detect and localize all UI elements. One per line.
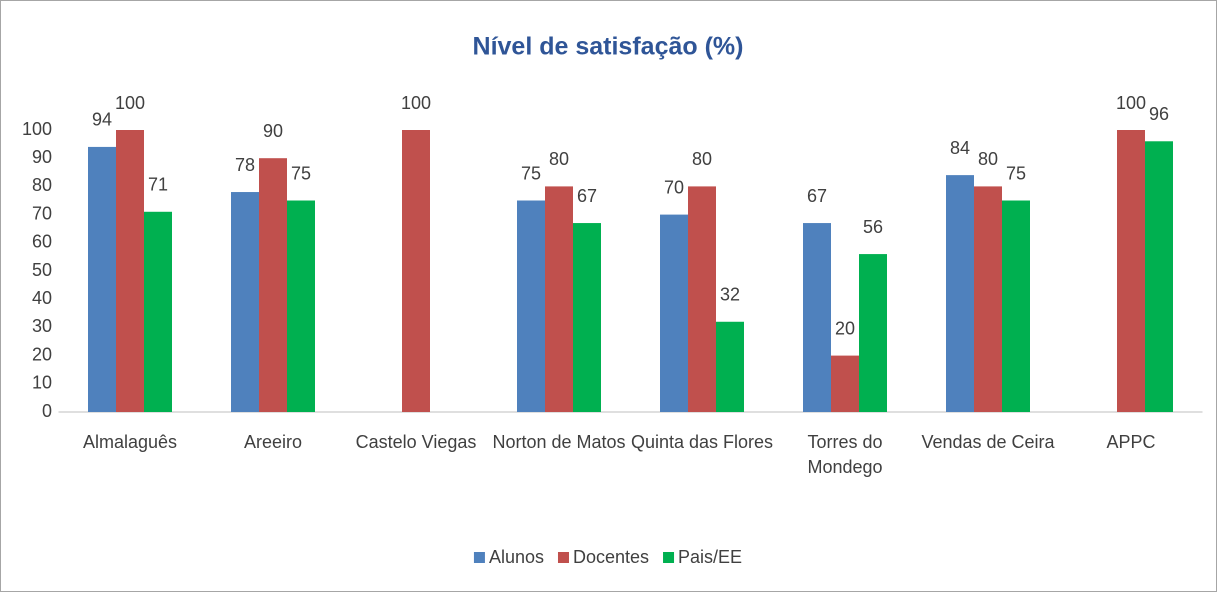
legend-swatch: [663, 552, 675, 563]
data-label: 75: [1006, 163, 1026, 183]
legend-label: Pais/EE: [678, 547, 742, 567]
data-label: 67: [807, 186, 827, 206]
bar: [946, 175, 974, 412]
data-label: 84: [950, 138, 970, 158]
x-tick-label: Almalaguês: [82, 432, 178, 452]
data-label: 90: [263, 121, 283, 141]
bar: [716, 321, 744, 412]
y-tick-label: 90: [32, 147, 52, 167]
y-tick-label: 50: [32, 260, 52, 280]
data-label: 100: [401, 93, 431, 113]
x-tick-label-box: Areeiro: [243, 432, 303, 452]
bar: [88, 146, 116, 413]
data-label: 71: [148, 175, 168, 195]
data-label: 100: [1116, 93, 1146, 113]
data-label: 20: [835, 318, 855, 338]
x-tick-label: Castelo Viegas: [355, 432, 477, 452]
bar: [1145, 141, 1173, 412]
legend-item: Docentes: [557, 547, 649, 567]
data-label: 32: [720, 285, 740, 305]
x-tick-label: Vendas de Ceira: [921, 432, 1055, 452]
y-tick-label: 10: [32, 373, 52, 393]
x-tick-label-box: Norton de Matos: [492, 432, 626, 452]
data-label: 94: [92, 110, 112, 130]
data-label: 78: [235, 155, 255, 175]
bar: [287, 200, 315, 412]
data-label: 80: [978, 149, 998, 169]
x-tick-label-box: Torres do Mondego: [807, 432, 883, 477]
x-tick-label: Quinta das Flores: [630, 432, 774, 452]
y-tick-label: 100: [22, 119, 52, 139]
legend-item: Pais/EE: [663, 547, 742, 567]
data-label: 96: [1149, 104, 1169, 124]
bar: [1002, 200, 1030, 412]
data-label: 75: [291, 163, 311, 183]
data-label: 67: [577, 186, 597, 206]
x-tick-label-box: Almalaguês: [82, 432, 178, 452]
bar: [859, 254, 887, 412]
y-tick-label: 80: [32, 175, 52, 195]
data-label: 80: [549, 149, 569, 169]
bar: [231, 192, 259, 412]
data-label: 56: [863, 217, 883, 237]
data-label: 75: [521, 163, 541, 183]
y-tick-label: 60: [32, 232, 52, 252]
x-tick-label: Norton de Matos: [492, 432, 626, 452]
legend-item: Alunos: [473, 547, 544, 567]
x-tick-label: Torres do Mondego: [807, 432, 883, 477]
x-tick-label-box: Quinta das Flores: [630, 432, 774, 452]
data-label: 70: [664, 177, 684, 197]
bar: [517, 200, 545, 412]
bar: [573, 223, 601, 412]
bar: [974, 186, 1002, 412]
bar: [259, 158, 287, 412]
x-tick-label: Areeiro: [243, 432, 303, 452]
y-tick-label: 0: [42, 401, 52, 421]
bar: [688, 186, 716, 412]
y-tick-label: 40: [32, 288, 52, 308]
y-tick-label: 30: [32, 316, 52, 336]
legend-swatch: [473, 552, 485, 563]
data-label: 80: [692, 149, 712, 169]
bar: [803, 223, 831, 412]
x-tick-label-box: APPC: [1106, 432, 1156, 452]
data-label: 100: [115, 93, 145, 113]
legend-swatch: [557, 552, 569, 563]
bar: [660, 214, 688, 412]
bar: [1117, 130, 1145, 412]
legend-label: Alunos: [489, 547, 544, 567]
bar: [831, 355, 859, 412]
bar: [402, 130, 430, 412]
y-tick-label: 20: [32, 344, 52, 364]
bar: [545, 186, 573, 412]
x-tick-label-box: Castelo Viegas: [355, 432, 477, 452]
x-tick-label-box: Vendas de Ceira: [921, 432, 1055, 452]
x-tick-label: APPC: [1106, 432, 1156, 452]
y-tick-label: 70: [32, 203, 52, 223]
legend-label: Docentes: [573, 547, 649, 567]
chart-title: Nível de satisfação (%): [473, 33, 744, 61]
bar: [144, 211, 172, 412]
bar: [116, 130, 144, 412]
